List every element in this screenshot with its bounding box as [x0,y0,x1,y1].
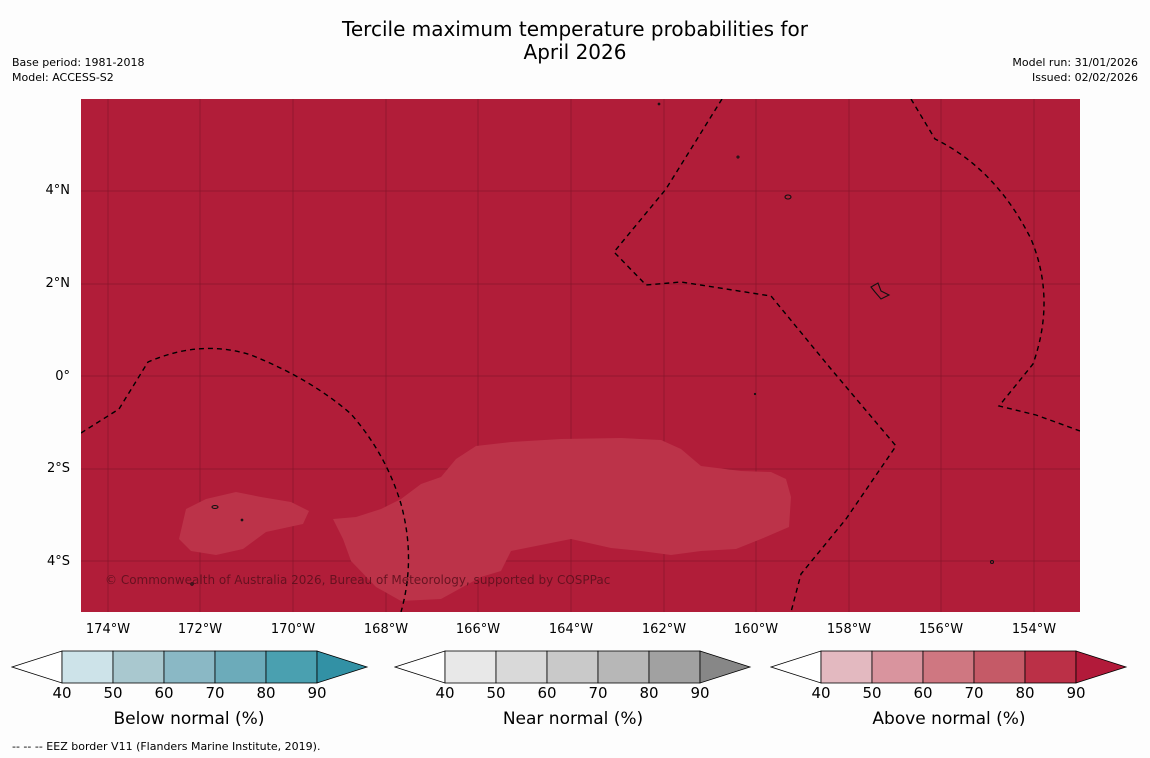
colorbar-above-tick: 70 [964,684,984,702]
colorbar-above-tick: 80 [1015,684,1035,702]
colorbar-above-label: Above normal (%) [872,709,1026,729]
chart-title: Tercile maximum temperature probabilitie… [0,18,1150,64]
colorbar-above-seg-2 [871,650,924,684]
colorbar-below-seg-6 [316,650,369,684]
colorbar-below-tick: 80 [256,684,276,702]
lat-label-4n: 4°N [45,183,71,198]
model-name: Model: ACCESS-S2 [12,71,114,84]
colorbar-below-seg-2 [112,650,165,684]
colorbar-below-tick: 70 [205,684,225,702]
colorbar-below-seg-1 [61,650,114,684]
eez-borders [81,99,1080,612]
lon-label-164w: 164°W [548,622,594,637]
colorbar-above-tick: 90 [1066,684,1086,702]
lon-label-158w: 158°W [826,622,872,637]
colorbar-below-seg-4 [214,650,267,684]
lon-label-166w: 166°W [455,622,501,637]
colorbar-below-tick: 90 [307,684,327,702]
colorbar-below-label: Below normal (%) [113,709,265,729]
colorbar-near-tick: 50 [486,684,506,702]
lon-label-160w: 160°W [733,622,779,637]
colorbar-near-label: Near normal (%) [502,709,644,729]
base-period: Base period: 1981-2018 [12,56,145,69]
colorbar-near-tick: 80 [639,684,659,702]
colorbar-near-seg-2 [495,650,548,684]
colorbar-above-seg-1 [820,650,873,684]
probability-patch-main [333,438,791,601]
lon-label-154w: 154°W [1011,622,1057,637]
colorbar-near-seg-4 [597,650,650,684]
colorbar-below-tick: 50 [103,684,123,702]
lon-label-156w: 156°W [918,622,964,637]
colorbar-near-seg-1 [444,650,497,684]
colorbar-below-tick: 60 [154,684,174,702]
map-area: © Commonwealth of Australia 2026, Bureau… [81,99,1080,612]
lon-label-172w: 172°W [177,622,223,637]
colorbar-above-seg-4 [973,650,1026,684]
lat-label-2n: 2°N [45,276,71,291]
colorbar-near-tick: 60 [537,684,557,702]
meta-right: Model run: 31/01/2026 Issued: 02/02/2026 [1012,55,1138,85]
colorbar-below-seg-5 [265,650,318,684]
colorbar-near-tick: 90 [690,684,710,702]
colorbar-below-normal [11,650,369,684]
colorbar-above-tick: 50 [862,684,882,702]
colorbar-near-seg-3 [546,650,599,684]
title-line-1: Tercile maximum temperature probabilitie… [342,17,808,41]
lon-label-170w: 170°W [270,622,316,637]
colorbar-above-seg-3 [922,650,975,684]
colorbar-near-tick: 70 [588,684,608,702]
lat-label-equator: 0° [55,369,70,384]
probability-patch-west [179,492,309,555]
colorbar-above-seg-5 [1024,650,1077,684]
colorbar-near-seg-6 [699,650,752,684]
lat-label-2s: 2°S [46,461,70,476]
colorbar-above-tick: 40 [811,684,831,702]
lon-label-168w: 168°W [363,622,409,637]
lon-label-162w: 162°W [641,622,687,637]
lat-label-4s: 4°S [46,554,70,569]
colorbar-above-tick: 60 [913,684,933,702]
copyright-notice: © Commonwealth of Australia 2026, Bureau… [105,573,610,587]
title-line-2: April 2026 [523,40,627,64]
model-run: Model run: 31/01/2026 [1012,56,1138,69]
colorbar-below-tick: 40 [52,684,72,702]
island-outlines [190,102,995,586]
issued-date: Issued: 02/02/2026 [1031,71,1138,84]
meta-left: Base period: 1981-2018 Model: ACCESS-S2 [12,55,144,85]
colorbar-above-seg-6 [1075,650,1128,684]
lon-label-174w: 174°W [85,622,131,637]
colorbar-below-seg-3 [163,650,216,684]
colorbar-near-seg-5 [648,650,701,684]
colorbar-near-normal [394,650,752,684]
colorbar-near-tick: 40 [435,684,455,702]
colorbar-above-normal [770,650,1128,684]
eez-footnote: -- -- -- EEZ border V11 (Flanders Marine… [12,740,321,753]
